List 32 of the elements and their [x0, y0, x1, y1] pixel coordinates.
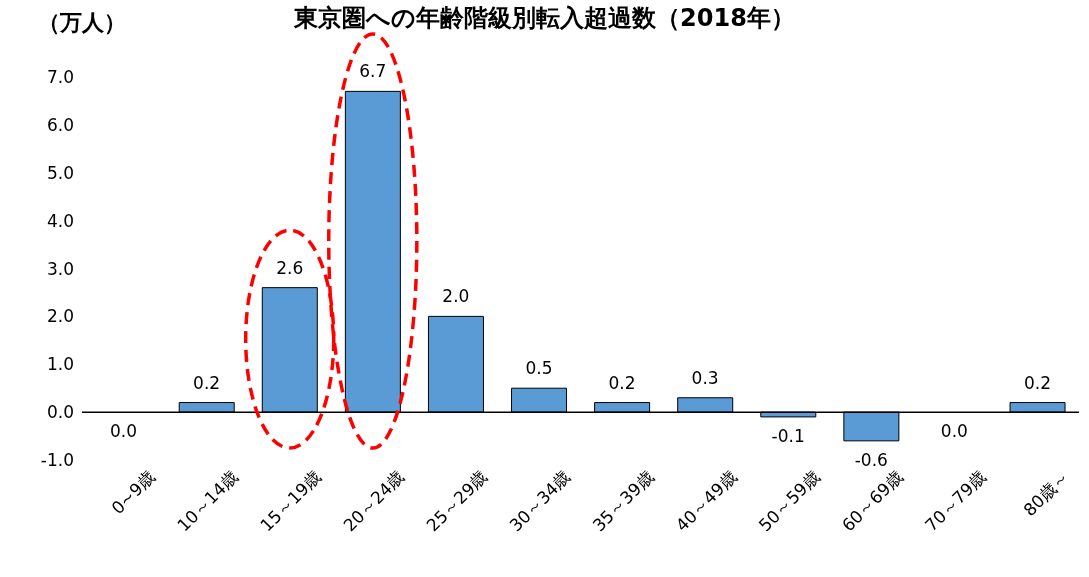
y-tick-label: 2.0	[46, 306, 74, 327]
y-tick-label: 5.0	[46, 162, 74, 183]
y-tick-label: 0.0	[46, 402, 74, 423]
y-tick-label: 7.0	[46, 67, 74, 88]
x-tick-label: 35～39歳	[588, 466, 658, 536]
y-tick-label: 3.0	[46, 258, 74, 279]
y-axis-title: （万人）	[38, 9, 126, 37]
data-label: -0.1	[771, 425, 805, 446]
x-tick-label: 70～79歳	[920, 466, 990, 536]
x-tick-label: 50～59歳	[754, 466, 824, 536]
data-label: 0.0	[940, 421, 968, 442]
chart-title: 東京圏への年齢階級別転入超過数（2018年）	[294, 4, 795, 32]
data-label: 6.7	[359, 61, 387, 82]
data-label: 0.2	[608, 372, 636, 393]
data-label: 2.6	[276, 257, 304, 278]
x-tick-label: 25～29歳	[422, 466, 492, 536]
y-tick-label: -1.0	[40, 450, 74, 471]
data-label: 0.2	[1023, 372, 1051, 393]
data-label: 2.0	[442, 286, 470, 307]
x-tick-label: 10～14歳	[173, 466, 242, 536]
x-tick-label: 40～49歳	[671, 466, 741, 536]
x-tick-label: 80歳～	[1019, 466, 1073, 521]
y-tick-label: 1.0	[46, 354, 74, 375]
y-tick-label: 4.0	[46, 210, 74, 231]
x-tick-label: 20～24歳	[339, 466, 409, 536]
y-tick-label: 6.0	[46, 114, 74, 135]
x-tick-label: 30～34歳	[505, 466, 575, 536]
data-label: 0.0	[110, 421, 138, 442]
data-label: 0.3	[691, 367, 719, 388]
data-label: 0.5	[525, 358, 553, 379]
x-tick-label: 15～19歳	[256, 466, 326, 536]
data-label: 0.2	[193, 372, 221, 393]
